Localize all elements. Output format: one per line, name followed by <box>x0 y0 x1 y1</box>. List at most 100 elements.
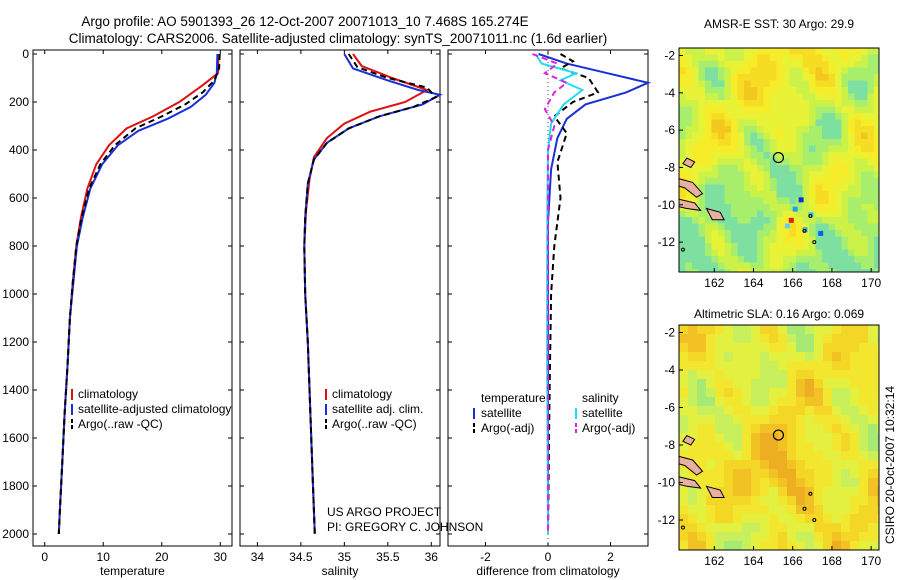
sst-heatmap-cell <box>848 74 856 82</box>
sla-heatmap-cell <box>877 532 879 542</box>
sst-heatmap-cell <box>796 262 804 270</box>
sst-heatmap-cell <box>763 100 771 108</box>
sst-heatmap-cell <box>822 132 830 140</box>
sst-heatmap-cell <box>828 74 836 82</box>
sla-heatmap-cell <box>868 433 878 443</box>
sla-heatmap-cell <box>751 415 761 425</box>
sst-heatmap-cell <box>705 87 713 95</box>
sst-heatmap-cell <box>731 54 739 62</box>
sla-heatmap-cell <box>850 523 860 533</box>
sla-heatmap-cell <box>877 496 879 506</box>
sla-heatmap-cell <box>796 442 806 452</box>
sla-heatmap-cell <box>679 469 689 479</box>
temperature-ytick-label: 600 <box>9 191 29 205</box>
sla-heatmap-cell <box>724 406 734 416</box>
sst-heatmap-cell <box>679 119 687 127</box>
sst-heatmap-cell <box>763 184 771 192</box>
sla-heatmap-cell <box>733 460 743 470</box>
sla-heatmap-cell <box>751 334 761 344</box>
sla-heatmap-cell <box>769 532 779 542</box>
sla-heatmap-cell <box>778 460 788 470</box>
sst-heatmap-cell <box>679 67 687 75</box>
sst-heatmap-cell <box>809 145 817 153</box>
sst-heatmap-cell <box>841 171 849 179</box>
sst-heatmap-cell <box>750 87 758 95</box>
sst-heatmap-cell <box>802 119 810 127</box>
sla-heatmap-cell <box>715 370 725 380</box>
sla-heatmap-cell <box>823 460 833 470</box>
sla-heatmap-cell <box>796 460 806 470</box>
sst-heatmap-cell <box>744 67 752 75</box>
sst-heatmap-cell <box>698 119 706 127</box>
sla-heatmap-cell <box>841 388 851 398</box>
sla-heatmap-cell <box>742 397 752 407</box>
sst-heatmap-cell <box>789 100 797 108</box>
sst-heatmap-cell <box>783 145 791 153</box>
sla-heatmap-cell <box>679 343 689 353</box>
salinity-profile-panel: 34 34.5 35 35.5 36salinityclimatologysatelli… <box>239 49 443 578</box>
sst-heatmap-cell <box>718 152 726 160</box>
sst-heatmap-cell <box>744 262 752 270</box>
sla-heatmap-cell <box>868 487 878 497</box>
sla-heatmap-cell <box>796 370 806 380</box>
sla-heatmap-cell <box>715 478 725 488</box>
sst-heatmap-cell <box>770 54 778 62</box>
sst-heatmap-cell <box>815 145 823 153</box>
sst-heatmap-cell <box>822 256 830 264</box>
sst-heatmap-cell <box>815 165 823 173</box>
sst-heatmap-cell <box>750 256 758 264</box>
sla-heatmap-cell <box>769 334 779 344</box>
sst-heatmap-cell <box>685 145 693 153</box>
sst-heatmap-cell <box>841 106 849 114</box>
sla-heatmap-cell <box>733 352 743 362</box>
sla-heatmap-cell <box>742 460 752 470</box>
sst-heatmap-cell <box>874 204 879 212</box>
sla-heatmap-cell <box>796 424 806 434</box>
sla-heatmap-cell <box>796 523 806 533</box>
sst-heatmap-cell <box>874 217 879 225</box>
sla-heatmap-cell <box>859 379 869 389</box>
sst-heatmap-cell <box>776 204 784 212</box>
sla-heatmap-cell <box>778 514 788 524</box>
sst-heatmap-cell <box>724 217 732 225</box>
sla-heatmap-cell <box>823 469 833 479</box>
sst-heatmap-cell <box>854 132 862 140</box>
sla-heatmap-cell <box>679 352 689 362</box>
sla-heatmap-cell <box>697 361 707 371</box>
sla-heatmap-cell <box>715 379 725 389</box>
sst-heatmap-cell <box>711 145 719 153</box>
sst-land-islands <box>679 157 817 252</box>
sst-heatmap-cell <box>809 139 817 147</box>
sst-heatmap-cell <box>789 87 797 95</box>
sst-heatmap-cell <box>705 249 713 257</box>
sla-heatmap-cell <box>814 397 824 407</box>
sst-heatmap-cell <box>796 178 804 186</box>
sla-heatmap-cell <box>733 532 743 542</box>
sst-heatmap-cell <box>848 204 856 212</box>
sst-heatmap-cell <box>737 262 745 270</box>
sst-heatmap-cell <box>718 204 726 212</box>
sst-heatmap-cell <box>835 113 843 121</box>
sla-heatmap-cell <box>679 406 689 416</box>
sla-heatmap-cell <box>751 388 761 398</box>
sla-heatmap-cell <box>769 541 779 550</box>
sla-heatmap-cell <box>688 541 698 550</box>
sst-heatmap-cell <box>796 100 804 108</box>
sst-heatmap-cell <box>776 243 784 251</box>
sla-heatmap-cell <box>823 388 833 398</box>
sla-heatmap-cell <box>841 370 851 380</box>
sla-heatmap-cell <box>697 352 707 362</box>
sla-heatmap-field <box>679 325 879 550</box>
sla-heatmap-cell <box>832 325 842 335</box>
sla-heatmap-cell <box>841 325 851 335</box>
sst-heatmap-cell <box>789 223 797 231</box>
sst-heatmap-cell <box>711 230 719 238</box>
sla-heatmap-cell <box>787 415 797 425</box>
sla-heatmap-cell <box>697 532 707 542</box>
sla-heatmap-cell <box>688 424 698 434</box>
sst-heatmap-cell <box>874 256 879 264</box>
sla-heatmap-cell <box>751 397 761 407</box>
sst-heatmap-cell <box>692 171 700 179</box>
sst-heatmap-cell <box>731 236 739 244</box>
sst-islet <box>808 214 813 218</box>
